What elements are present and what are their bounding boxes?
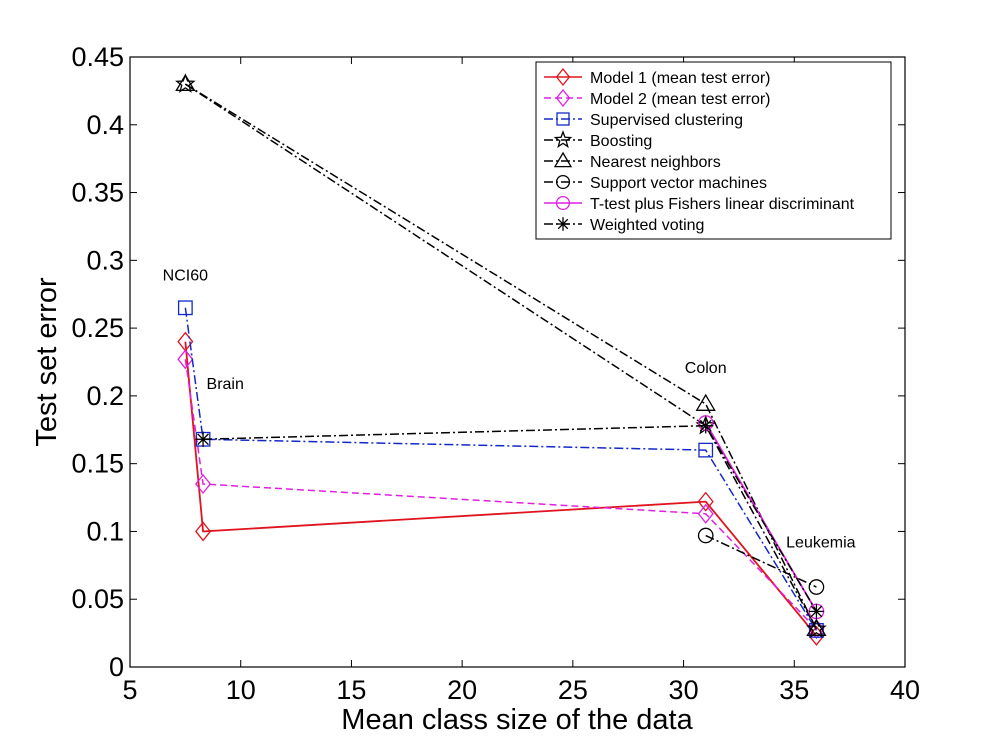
series-support-vector-machines xyxy=(697,527,825,595)
x-tick-label: 35 xyxy=(779,675,809,705)
legend-box xyxy=(535,61,892,240)
marker-circle xyxy=(808,579,825,595)
series-weighted-voting xyxy=(195,418,825,620)
legend-entry: Nearest neighbors xyxy=(544,151,721,171)
annotation-brain: Brain xyxy=(207,376,244,393)
asterisk-stroke xyxy=(197,433,209,446)
y-tick-label: 0.05 xyxy=(71,584,124,614)
marker-square xyxy=(556,112,570,126)
marker-circle xyxy=(555,174,571,190)
asterisk-stroke xyxy=(699,419,712,432)
y-tick-label: 0.25 xyxy=(71,313,124,343)
marker-square xyxy=(177,300,193,316)
marker-diamond xyxy=(555,67,571,87)
ticks-layer: 5 10 15 20 25 30 35 40 0 0.05 0.1 0.15 0.2 0.25 0.3 0.3… xyxy=(71,42,920,705)
marker-diamond xyxy=(195,473,212,495)
x-tick-label: 25 xyxy=(558,675,588,705)
legend-entry: Supervised clustering xyxy=(544,112,743,129)
series-line xyxy=(203,424,818,612)
marker-triangle xyxy=(806,618,827,636)
legend-label: Nearest neighbors xyxy=(590,154,721,171)
legend-entry: Model 2 (mean test error) xyxy=(544,88,771,108)
y-tick-label: 0.3 xyxy=(86,245,124,275)
y-tick-label: 0.2 xyxy=(86,381,124,411)
x-tick-label: 30 xyxy=(669,675,699,705)
marker-star xyxy=(175,73,196,93)
y-tick-label: 0.1 xyxy=(86,516,124,546)
asterisk-stroke xyxy=(557,218,569,230)
marker-square xyxy=(698,442,714,458)
series-line xyxy=(184,341,818,637)
marker-circle xyxy=(555,195,571,211)
marker-circle xyxy=(697,527,714,544)
x-axis-title: Mean class size of the data xyxy=(341,704,693,736)
legend-entry: Model 1 (mean test error) xyxy=(544,67,771,87)
marker-triangle xyxy=(695,393,716,411)
series-line xyxy=(184,83,818,630)
series-nearest-neighbors xyxy=(175,73,827,636)
y-tick-label: 0.35 xyxy=(71,178,124,208)
series-line xyxy=(184,83,818,630)
y-axis-title: Test set error xyxy=(31,277,63,447)
legend-entry: T-test plus Fishers linear discriminant xyxy=(544,195,855,213)
marker-diamond xyxy=(697,503,714,524)
x-tick-label: 10 xyxy=(226,675,256,705)
legend-label: Boosting xyxy=(590,133,652,150)
legend-label: Model 2 (mean test error) xyxy=(590,91,771,108)
series-line xyxy=(184,359,817,630)
y-tick-label: 0.15 xyxy=(71,449,124,479)
marker-asterisk xyxy=(556,217,570,231)
legend-entry: Boosting xyxy=(544,130,652,150)
marker-diamond xyxy=(195,521,212,542)
annotation-leukemia: Leukemia xyxy=(786,535,855,552)
legend-entry: Support vector machines xyxy=(544,174,767,192)
marker-star xyxy=(553,130,573,148)
legend-entry: Weighted voting xyxy=(544,217,704,234)
series-line xyxy=(705,534,817,588)
legend: Model 1 (mean test error) Model 2 (mean t… xyxy=(535,61,892,240)
y-tick-label: 0.4 xyxy=(86,110,124,140)
x-tick-label: 40 xyxy=(890,675,920,705)
series-model-1-mean-test-error xyxy=(177,331,825,646)
annotation-nci60: NCI60 xyxy=(163,268,208,285)
x-tick-label: 20 xyxy=(447,675,477,705)
y-tick-label: 0.45 xyxy=(71,42,124,72)
marker-diamond xyxy=(697,491,714,512)
marker-asterisk xyxy=(808,603,825,620)
marker-diamond xyxy=(177,349,194,370)
marker-diamond xyxy=(555,88,571,108)
marker-asterisk xyxy=(698,418,714,434)
legend-label: Model 1 (mean test error) xyxy=(590,70,771,87)
x-tick-label: 5 xyxy=(122,675,137,705)
asterisk-stroke xyxy=(810,605,823,618)
marker-triangle xyxy=(553,151,573,168)
legend-label: Weighted voting xyxy=(590,217,704,234)
marker-triangle xyxy=(175,73,196,92)
annotation-colon: Colon xyxy=(685,360,727,377)
marker-star xyxy=(806,618,827,638)
legend-label: Support vector machines xyxy=(590,175,767,192)
legend-label: T-test plus Fishers linear discriminant xyxy=(590,196,855,213)
annotation-layer: NCI60 Brain Colon Leukemia xyxy=(163,268,856,552)
x-tick-label: 15 xyxy=(336,675,366,705)
series-layer xyxy=(175,73,827,646)
y-tick-label: 0 xyxy=(109,652,124,682)
legend-label: Supervised clustering xyxy=(590,112,743,129)
marker-asterisk xyxy=(195,431,211,447)
